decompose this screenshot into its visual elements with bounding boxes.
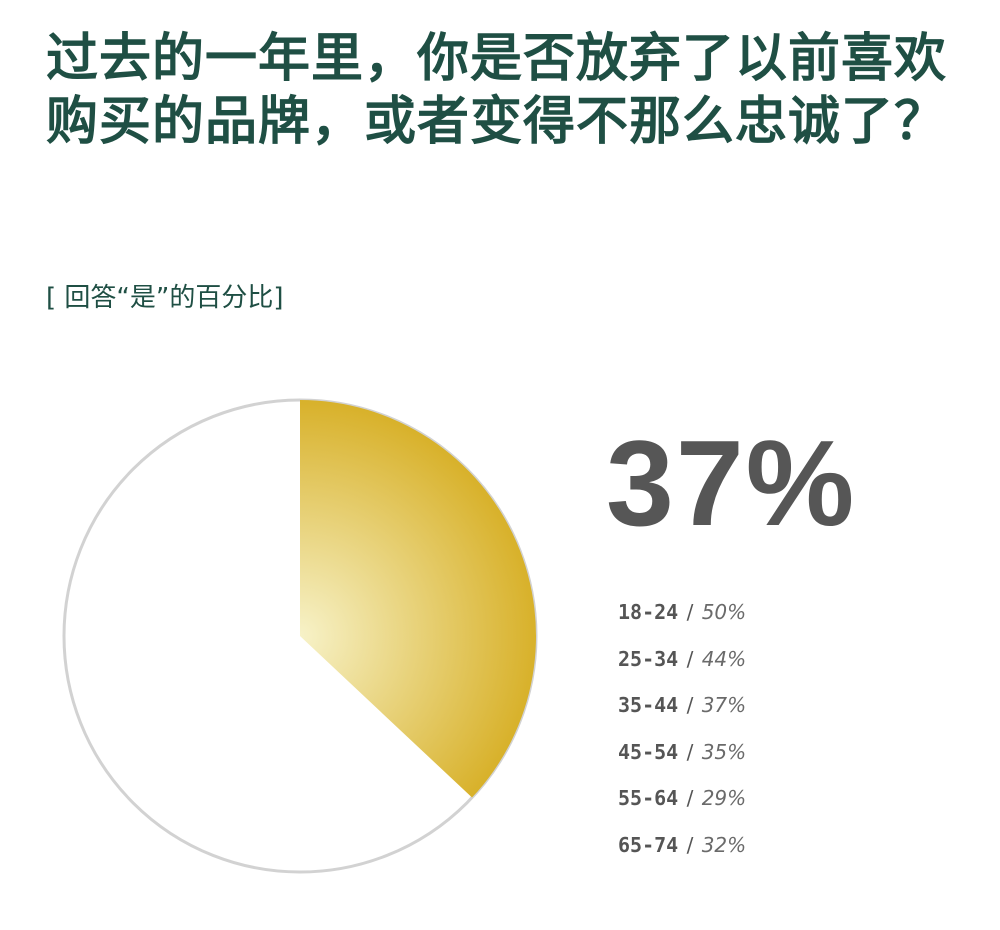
breakdown-item-25-34: 25-34 / 44% bbox=[618, 645, 746, 692]
age-label: 35-44 bbox=[618, 693, 679, 718]
chart-title: 过去的一年里，你是否放弃了以前喜欢购买的品牌，或者变得不那么忠诚了？ bbox=[46, 29, 948, 152]
age-percentage: 29% bbox=[701, 786, 747, 811]
age-percentage: 35% bbox=[701, 739, 747, 764]
age-label: 45-54 bbox=[618, 739, 679, 764]
pie-slice-yes bbox=[300, 400, 536, 798]
separator: / bbox=[686, 739, 694, 764]
age-percentage: 44% bbox=[701, 646, 747, 671]
separator: / bbox=[686, 646, 694, 671]
breakdown-item-55-64: 55-64 / 29% bbox=[618, 784, 746, 831]
separator: / bbox=[686, 600, 694, 624]
chart-subtitle: [ 回答“是”的百分比] bbox=[46, 283, 284, 313]
age-label: 25-34 bbox=[618, 646, 679, 671]
age-percentage: 37% bbox=[701, 693, 747, 718]
age-label: 55-64 bbox=[618, 786, 679, 811]
age-breakdown-list: 18-24 / 50% 25-34 / 44% 35-44 / 37% 45-5… bbox=[618, 598, 746, 878]
separator: / bbox=[686, 786, 694, 811]
age-percentage: 32% bbox=[701, 832, 747, 857]
breakdown-item-35-44: 35-44 / 37% bbox=[618, 691, 746, 738]
breakdown-item-65-74: 65-74 / 32% bbox=[618, 831, 746, 878]
separator: / bbox=[686, 832, 694, 857]
breakdown-item-18-24: 18-24 / 50% bbox=[618, 598, 746, 645]
pie-slices bbox=[62, 398, 538, 874]
headline-percentage: 37% bbox=[606, 415, 857, 551]
age-label: 18-24 bbox=[618, 600, 679, 624]
age-percentage: 50% bbox=[701, 600, 747, 624]
separator: / bbox=[686, 693, 694, 718]
age-label: 65-74 bbox=[618, 832, 679, 857]
breakdown-item-45-54: 45-54 / 35% bbox=[618, 738, 746, 785]
